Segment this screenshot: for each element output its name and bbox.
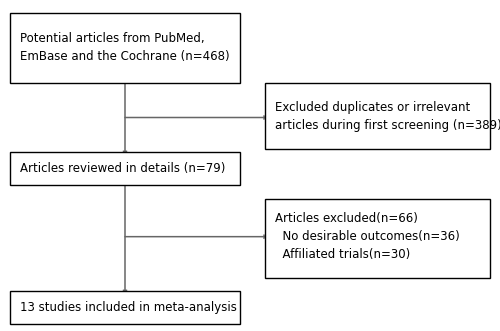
FancyBboxPatch shape (265, 83, 490, 149)
FancyBboxPatch shape (10, 152, 240, 185)
FancyBboxPatch shape (10, 291, 240, 324)
Text: Articles excluded(n=66)
  No desirable outcomes(n=36)
  Affiliated trials(n=30): Articles excluded(n=66) No desirable out… (275, 212, 460, 261)
FancyBboxPatch shape (10, 13, 240, 83)
Text: Excluded duplicates or irrelevant
articles during first screening (n=389): Excluded duplicates or irrelevant articl… (275, 101, 500, 132)
Text: Potential articles from PubMed,
EmBase and the Cochrane (n=468): Potential articles from PubMed, EmBase a… (20, 32, 230, 64)
FancyBboxPatch shape (265, 199, 490, 278)
Text: 13 studies included in meta-analysis: 13 studies included in meta-analysis (20, 301, 237, 314)
Text: Articles reviewed in details (n=79): Articles reviewed in details (n=79) (20, 162, 226, 175)
